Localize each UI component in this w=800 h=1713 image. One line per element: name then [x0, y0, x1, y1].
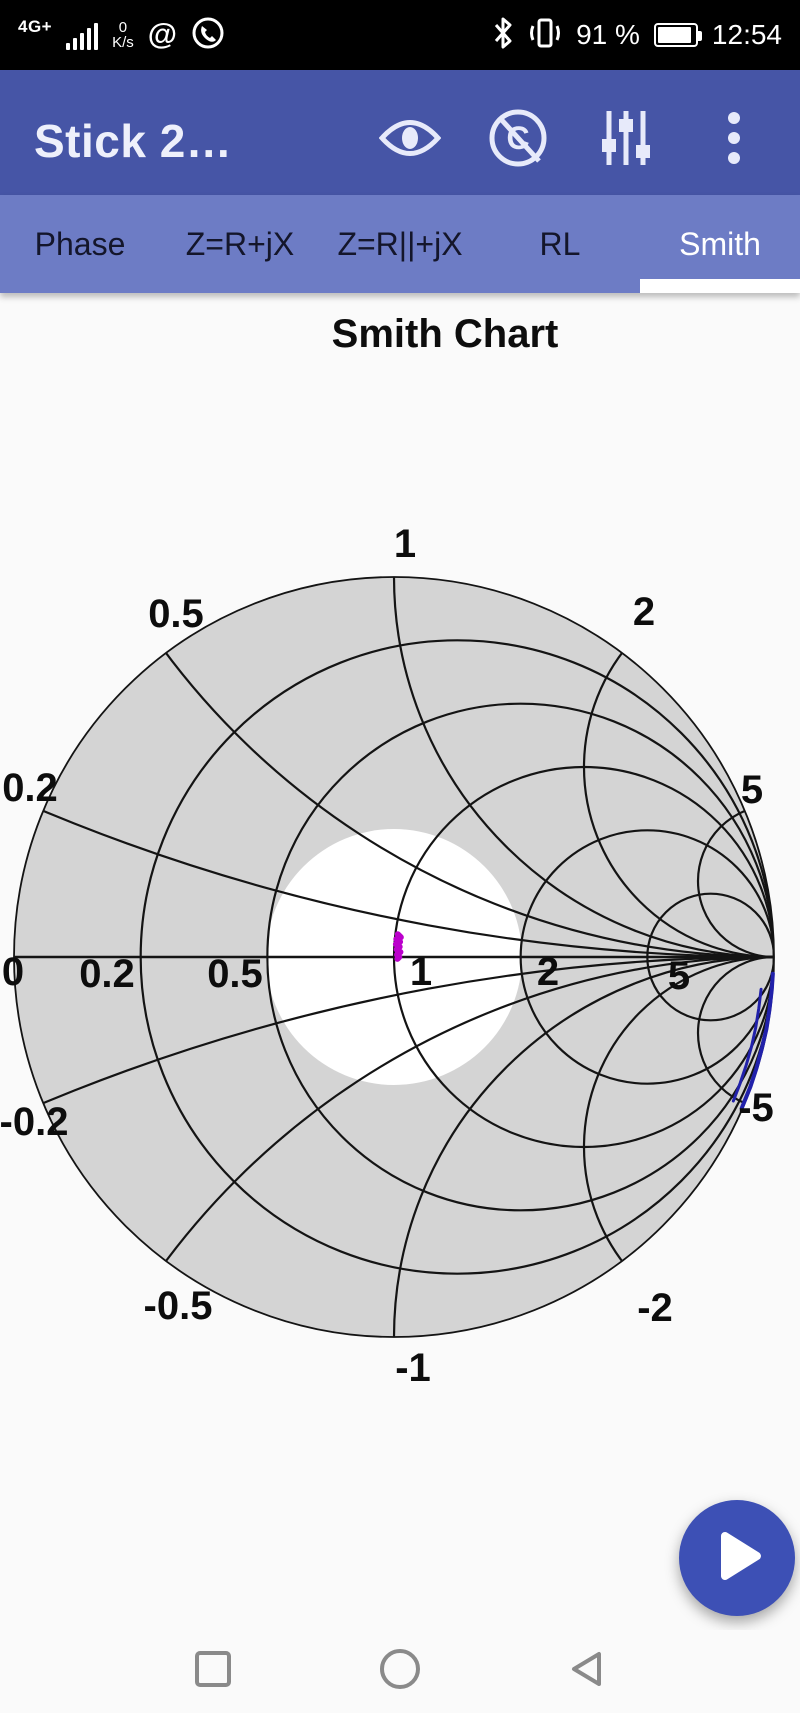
eye-icon — [378, 115, 442, 166]
back-button[interactable] — [552, 1637, 622, 1707]
recents-square-icon — [193, 1649, 233, 1694]
android-nav-bar — [0, 1630, 800, 1713]
app-bar: Stick 2… C — [0, 70, 800, 195]
reactance-arc-2 — [582, 577, 774, 959]
status-right-cluster: 91 % 12:54 — [492, 16, 782, 55]
resistance-label-2: 2 — [537, 950, 559, 994]
tab-smith[interactable]: Smith — [679, 225, 761, 262]
reactance-label-1: 1 — [394, 522, 416, 566]
resistance-label-0p2: 0.2 — [79, 952, 135, 996]
measurement-trace-center — [392, 931, 404, 962]
calibration-off-icon: C — [487, 107, 549, 174]
data-rate-indicator: 0 K/s — [112, 20, 134, 50]
resistance-label-5: 5 — [668, 954, 690, 998]
reactance-arc--2 — [582, 955, 774, 1337]
play-fab-button[interactable] — [679, 1500, 795, 1616]
reactance-label-2: 2 — [633, 590, 655, 634]
reactance-label-m1: -1 — [395, 1346, 431, 1390]
at-icon: @ — [147, 18, 178, 51]
smith-rim — [13, 576, 775, 1338]
status-left-cluster: 4G+ 0 K/s @ — [18, 16, 225, 55]
chart-title: Smith Chart — [331, 312, 559, 356]
reactance-label-5: 5 — [741, 768, 763, 812]
recents-button[interactable] — [178, 1637, 248, 1707]
reactance-arc-5 — [696, 803, 774, 959]
reactance-label-m2: -2 — [637, 1286, 673, 1330]
play-icon — [709, 1528, 765, 1589]
resistance-label-1: 1 — [410, 950, 432, 994]
reactance-label-0p5: 0.5 — [148, 592, 204, 636]
network-type-label: 4G+ — [18, 17, 53, 36]
sliders-icon — [597, 109, 655, 172]
bluetooth-icon — [492, 17, 514, 54]
whatsapp-icon — [191, 16, 225, 55]
resistance-label-0: 0 — [2, 950, 24, 994]
overflow-menu-icon — [727, 111, 741, 170]
status-bar: 4G+ 0 K/s @ — [0, 0, 800, 70]
data-rate-unit: K/s — [112, 34, 134, 51]
reactance-label-m5: -5 — [738, 1086, 774, 1130]
eye-visibility-button[interactable] — [378, 109, 442, 173]
battery-percent-label: 91 % — [576, 19, 640, 50]
app-bar-actions: C — [378, 109, 766, 173]
settings-sliders-button[interactable] — [594, 109, 658, 173]
home-circle-icon — [378, 1647, 422, 1696]
vibrate-icon — [528, 16, 562, 55]
app-title: Stick 2… — [34, 114, 233, 167]
resistance-label-0p5: 0.5 — [207, 952, 263, 996]
battery-icon — [653, 23, 702, 47]
reactance-label-m0p5: -0.5 — [144, 1284, 213, 1328]
back-triangle-icon — [567, 1649, 607, 1694]
calibration-off-button[interactable]: C — [486, 109, 550, 173]
reactance-label-m0p2: -0.2 — [0, 1100, 68, 1144]
overflow-menu-button[interactable] — [702, 109, 766, 173]
tab-rl[interactable]: RL — [539, 225, 581, 262]
home-button[interactable] — [365, 1637, 435, 1707]
signal-bars-icon — [66, 23, 99, 50]
tab-z-series[interactable]: Z=R+jX — [185, 225, 295, 262]
tab-z-parallel[interactable]: Z=R||+jX — [337, 225, 463, 262]
tab-bar: Phase Z=R+jX Z=R||+jX RL Smith — [0, 195, 800, 293]
measurement-trace-rim-inner — [731, 987, 763, 1103]
measurement-trace-rim-outer — [739, 971, 775, 1111]
data-rate-value: 0 — [118, 19, 128, 36]
tab-selected-indicator — [640, 279, 800, 293]
tab-phase[interactable]: Phase — [34, 225, 126, 262]
reactance-label-0p2: 0.2 — [2, 766, 58, 810]
clock-label: 12:54 — [711, 19, 782, 50]
reactance-arc--5 — [696, 955, 774, 1111]
